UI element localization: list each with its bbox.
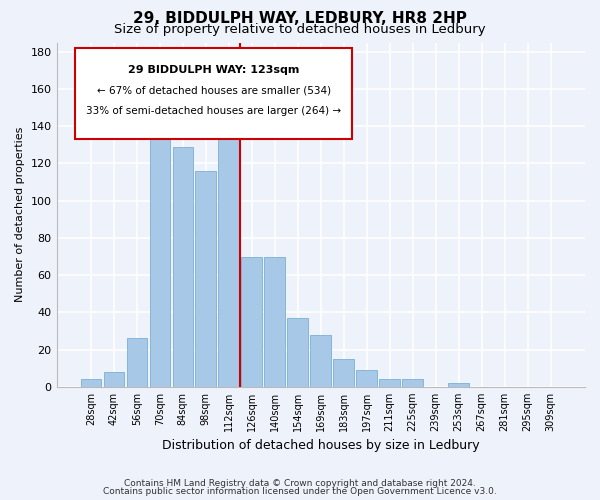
- Bar: [403, 380, 423, 387]
- Bar: [379, 380, 400, 387]
- Text: Size of property relative to detached houses in Ledbury: Size of property relative to detached ho…: [114, 22, 486, 36]
- Bar: [448, 383, 469, 387]
- FancyBboxPatch shape: [75, 48, 352, 139]
- Bar: [80, 380, 101, 387]
- Bar: [310, 334, 331, 387]
- Bar: [104, 372, 124, 387]
- Bar: [287, 318, 308, 387]
- Bar: [218, 126, 239, 387]
- Text: Contains HM Land Registry data © Crown copyright and database right 2024.: Contains HM Land Registry data © Crown c…: [124, 478, 476, 488]
- Bar: [334, 359, 354, 387]
- Y-axis label: Number of detached properties: Number of detached properties: [15, 127, 25, 302]
- Text: ← 67% of detached houses are smaller (534): ← 67% of detached houses are smaller (53…: [97, 86, 331, 96]
- Text: Contains public sector information licensed under the Open Government Licence v3: Contains public sector information licen…: [103, 488, 497, 496]
- Bar: [196, 171, 216, 387]
- Bar: [241, 256, 262, 387]
- Bar: [149, 117, 170, 387]
- Text: 33% of semi-detached houses are larger (264) →: 33% of semi-detached houses are larger (…: [86, 106, 341, 116]
- Bar: [127, 338, 147, 387]
- Text: 29 BIDDULPH WAY: 123sqm: 29 BIDDULPH WAY: 123sqm: [128, 65, 299, 75]
- X-axis label: Distribution of detached houses by size in Ledbury: Distribution of detached houses by size …: [162, 440, 479, 452]
- Text: 29, BIDDULPH WAY, LEDBURY, HR8 2HP: 29, BIDDULPH WAY, LEDBURY, HR8 2HP: [133, 11, 467, 26]
- Bar: [356, 370, 377, 387]
- Bar: [173, 146, 193, 387]
- Bar: [265, 256, 285, 387]
